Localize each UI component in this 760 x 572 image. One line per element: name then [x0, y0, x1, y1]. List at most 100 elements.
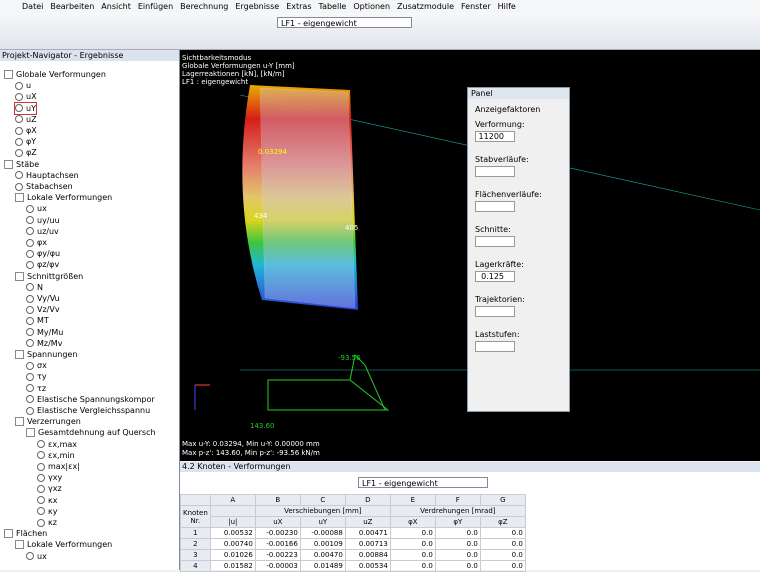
tree-item[interactable]: N	[26, 282, 43, 293]
menu-item[interactable]: Optionen	[353, 2, 391, 11]
expander[interactable]	[4, 529, 13, 539]
table-row[interactable]: 4 0.01582 -0.00003 0.01489 0.00534 0.0 0.0 0.0	[180, 560, 526, 572]
radio[interactable]	[37, 484, 45, 493]
expander[interactable]	[15, 271, 24, 281]
tree-item[interactable]: κy	[37, 506, 57, 517]
tree-item[interactable]: Mz/Mv	[26, 338, 62, 349]
tree-item[interactable]: Stäbe	[4, 159, 39, 170]
radio[interactable]	[15, 137, 23, 146]
radio[interactable]	[26, 227, 34, 236]
tree-item[interactable]: uX	[15, 91, 37, 102]
radio[interactable]	[15, 148, 23, 157]
radio[interactable]	[26, 552, 34, 561]
field-input[interactable]	[475, 201, 515, 212]
field-input[interactable]	[475, 236, 515, 247]
menu-item[interactable]: Ansicht	[101, 2, 131, 11]
radio[interactable]	[26, 316, 34, 325]
menu-item[interactable]: Datei	[22, 2, 44, 11]
table-row[interactable]: 3 0.01026 -0.00223 0.00470 0.00884 0.0 0.0 0.0	[180, 549, 526, 561]
tree-item[interactable]: MT	[26, 315, 49, 326]
menu-item[interactable]: Extras	[286, 2, 312, 11]
radio[interactable]	[26, 238, 34, 247]
tree-item[interactable]: Flächen	[4, 528, 47, 539]
table-row[interactable]: 1 0.00532 -0.00230 -0.00088 0.00471 0.0 0.0 0.0	[180, 527, 526, 539]
radio[interactable]	[26, 305, 34, 314]
tree-item[interactable]: Stabachsen	[15, 181, 73, 192]
tree-item[interactable]: τz	[26, 383, 46, 394]
radio[interactable]	[26, 249, 34, 258]
radio[interactable]	[26, 216, 34, 225]
tree-item[interactable]: Lokale Verformungen	[15, 539, 112, 550]
radio[interactable]	[15, 115, 23, 124]
tree-item[interactable]: φX	[15, 125, 37, 136]
menu-item[interactable]: Berechnung	[180, 2, 229, 11]
tree-item[interactable]: Vy/Vu	[26, 293, 60, 304]
tree-item[interactable]: ux	[26, 551, 47, 562]
load-case-select[interactable]: LF1 - eigengewicht	[277, 17, 412, 28]
expander[interactable]	[4, 70, 13, 79]
tree-item[interactable]: Elastische Vergleichsspannu	[26, 405, 150, 416]
expander[interactable]	[15, 417, 24, 427]
table-row[interactable]: 2 0.00740 -0.00166 0.00109 0.00713 0.0 0.0 0.0	[180, 538, 526, 550]
radio[interactable]	[15, 92, 23, 101]
tree-item[interactable]: Lokale Verformungen	[15, 192, 112, 203]
radio[interactable]	[15, 126, 23, 135]
tree-item[interactable]: τy	[26, 371, 47, 382]
tree-item[interactable]: σx	[26, 360, 47, 371]
field-input[interactable]	[475, 341, 515, 352]
radio[interactable]	[37, 473, 45, 482]
radio[interactable]	[26, 395, 34, 404]
radio[interactable]	[26, 384, 34, 393]
radio[interactable]	[15, 171, 23, 180]
tree-item[interactable]: εx,max	[37, 439, 77, 450]
radio[interactable]	[37, 507, 45, 516]
field-input[interactable]	[475, 306, 515, 317]
tree-item[interactable]: uZ	[15, 114, 37, 125]
menu-item[interactable]: Zusatzmodule	[397, 2, 454, 11]
tree-item[interactable]: φy/φu	[26, 248, 60, 259]
tree-item[interactable]: Hauptachsen	[15, 170, 79, 181]
tree-item[interactable]: uz/uv	[26, 226, 59, 237]
tree-item[interactable]: φz/φv	[26, 259, 59, 270]
tree-item[interactable]: κx	[37, 495, 57, 506]
field-input[interactable]: 11200	[475, 131, 515, 142]
tree-item[interactable]: Verzerrungen	[15, 416, 81, 427]
tree-item[interactable]: γxy	[37, 472, 62, 483]
radio[interactable]	[26, 372, 34, 381]
menu-item[interactable]: Fenster	[460, 2, 491, 11]
expander[interactable]	[15, 193, 24, 203]
radio[interactable]	[26, 260, 34, 269]
tree-item[interactable]: uy/uu	[26, 215, 60, 226]
tree-item[interactable]: Vz/Vv	[26, 304, 60, 315]
tree-item[interactable]: φZ	[15, 147, 37, 158]
tree-item[interactable]: My/Mu	[26, 327, 63, 338]
field-input[interactable]	[475, 166, 515, 177]
radio[interactable]	[26, 328, 34, 337]
radio[interactable]	[37, 518, 45, 527]
menu-item[interactable]: Hilfe	[497, 2, 516, 11]
tree-item[interactable]: Gesamtdehnung auf Quersch	[26, 427, 156, 438]
menu-item[interactable]: Tabelle	[318, 2, 347, 11]
radio[interactable]	[15, 104, 23, 113]
menu-item[interactable]: Einfügen	[137, 2, 174, 11]
radio[interactable]	[26, 294, 34, 303]
tree-item[interactable]: φx	[26, 237, 47, 248]
tree-item[interactable]: Elastische Spannungskompor	[26, 394, 155, 405]
radio[interactable]	[15, 182, 23, 191]
radio[interactable]	[26, 283, 34, 292]
expander[interactable]	[15, 540, 24, 550]
menu-item[interactable]: Bearbeiten	[50, 2, 95, 11]
tree-item[interactable]: max|εx|	[37, 461, 80, 472]
radio[interactable]	[37, 462, 45, 471]
radio[interactable]	[37, 451, 45, 460]
expander[interactable]	[26, 428, 35, 438]
tree-item[interactable]: φY	[15, 136, 36, 147]
radio[interactable]	[26, 339, 34, 348]
tree-item[interactable]: κz	[37, 517, 57, 528]
tree-item[interactable]: uY	[14, 101, 37, 115]
tree-item[interactable]: γxz	[37, 483, 62, 494]
table-load-case[interactable]: LF1 - eigengewicht	[358, 477, 488, 488]
field-input[interactable]: 0.125	[475, 271, 515, 282]
radio[interactable]	[26, 361, 34, 370]
radio[interactable]	[26, 406, 34, 415]
